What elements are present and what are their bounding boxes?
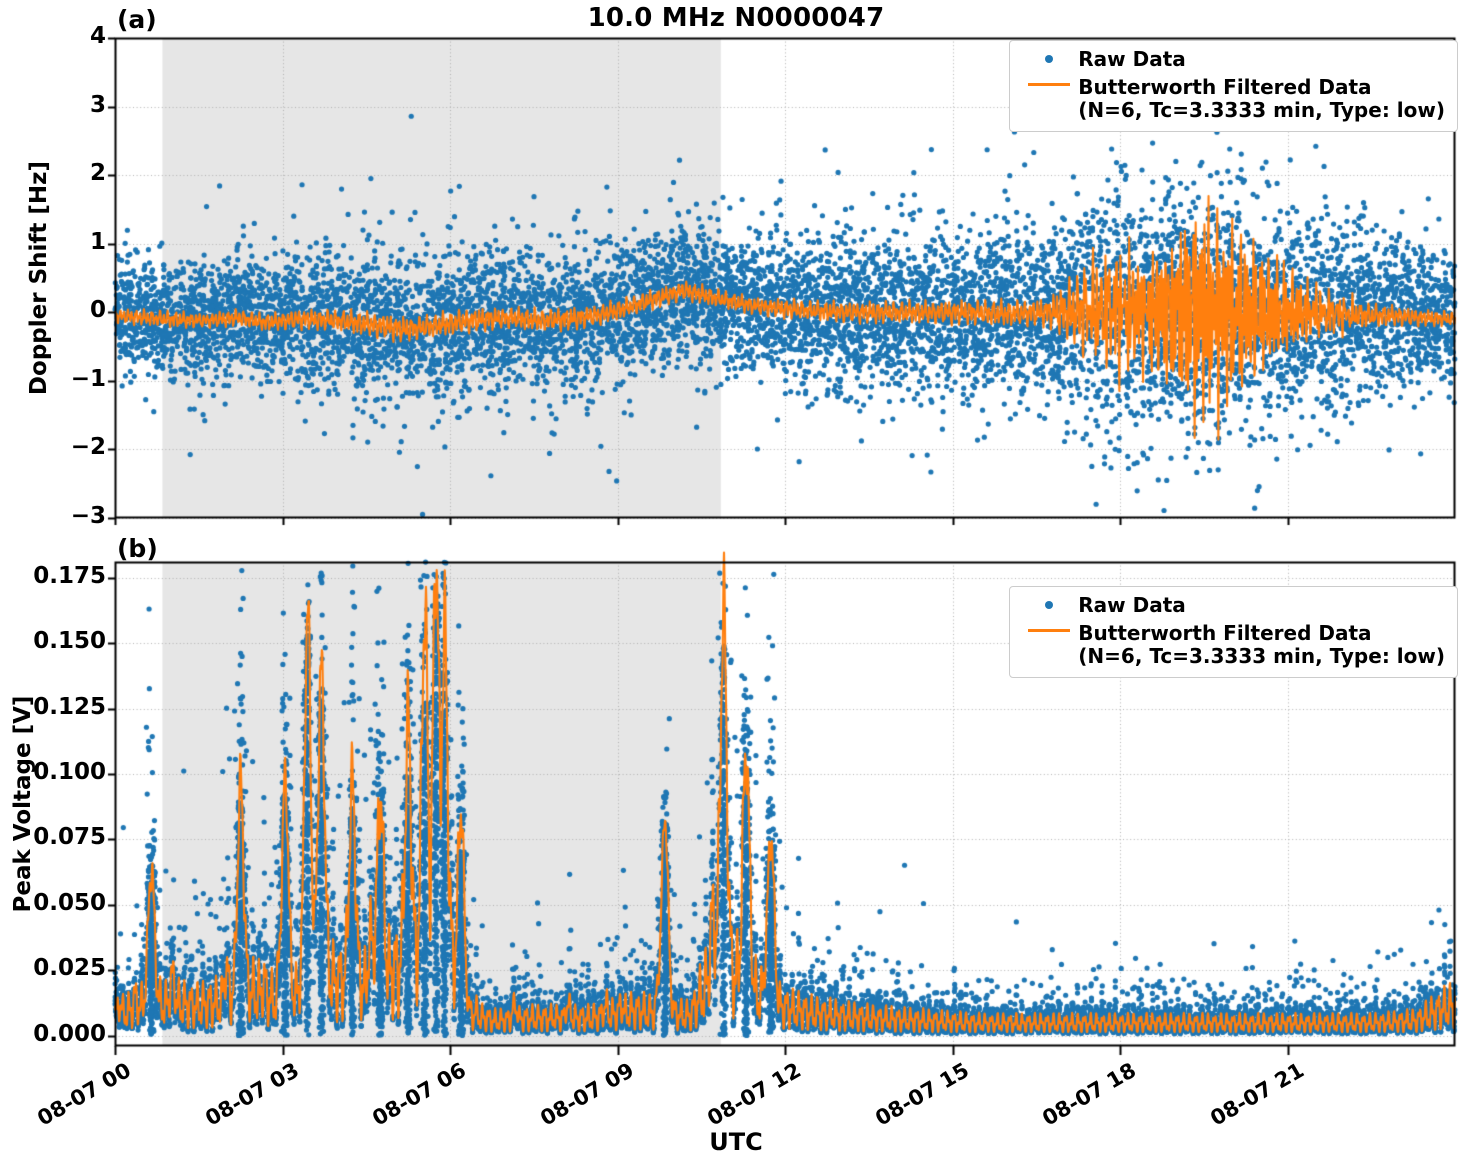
y-axis-label-panel-a: Doppler Shift [Hz]: [26, 160, 52, 396]
y-tick-label-panel-b: 0.000: [33, 1020, 106, 1047]
legend-entry-filtered: Butterworth Filtered Data (N=6, Tc=3.3333…: [1020, 74, 1445, 123]
y-tick-label-panel-b: 0.175: [33, 562, 106, 589]
line-marker-icon: [1020, 76, 1078, 86]
legend-panel-b: Raw Data Butterworth Filtered Data (N=6, …: [1009, 586, 1458, 678]
y-tick-label-panel-b: 0.150: [33, 628, 106, 655]
legend-label-raw: Raw Data: [1078, 593, 1186, 617]
y-tick-label-panel-b: 0.075: [33, 824, 106, 851]
legend-label-filtered-line2: (N=6, Tc=3.3333 min, Type: low): [1078, 98, 1445, 123]
y-tick-label-panel-b: 0.100: [33, 758, 106, 785]
legend-label-filtered: Butterworth Filtered Data (N=6, Tc=3.3333…: [1078, 620, 1445, 669]
legend-label-raw: Raw Data: [1078, 47, 1186, 71]
y-tick-label-panel-b: 0.025: [33, 955, 106, 982]
legend-entry-raw: Raw Data: [1020, 47, 1445, 72]
y-axis-label-panel-b: Peak Voltage [V]: [10, 695, 36, 913]
y-tick-label-panel-a: 3: [89, 91, 106, 118]
x-axis-label: UTC: [709, 1128, 763, 1156]
y-tick-label-panel-a: −3: [70, 503, 106, 529]
y-tick-label-panel-a: 2: [89, 160, 106, 187]
dot-marker-icon: [1020, 594, 1078, 609]
legend-label-filtered-line1: Butterworth Filtered Data: [1078, 620, 1372, 645]
legend-entry-filtered: Butterworth Filtered Data (N=6, Tc=3.3333…: [1020, 620, 1445, 669]
y-tick-label-panel-b: 0.125: [33, 693, 106, 720]
figure-title: 10.0 MHz N0000047: [587, 3, 885, 33]
panel-a-tag: (a): [117, 5, 157, 34]
y-tick-label-panel-a: 0: [89, 297, 106, 324]
legend-label-filtered-line2: (N=6, Tc=3.3333 min, Type: low): [1078, 644, 1445, 669]
y-tick-label-panel-a: 4: [89, 23, 106, 49]
y-tick-label-panel-a: −2: [70, 434, 106, 461]
legend-panel-a: Raw Data Butterworth Filtered Data (N=6, …: [1009, 40, 1458, 132]
line-marker-icon: [1020, 622, 1078, 632]
y-tick-label-panel-b: 0.050: [33, 889, 106, 916]
dot-marker-icon: [1020, 48, 1078, 63]
panel-b-tag: (b): [117, 534, 158, 563]
legend-label-filtered-line1: Butterworth Filtered Data: [1078, 74, 1372, 99]
y-tick-label-panel-a: 1: [89, 228, 106, 255]
y-tick-label-panel-a: −1: [70, 365, 106, 392]
legend-label-filtered: Butterworth Filtered Data (N=6, Tc=3.3333…: [1078, 74, 1445, 123]
legend-entry-raw: Raw Data: [1020, 593, 1445, 618]
